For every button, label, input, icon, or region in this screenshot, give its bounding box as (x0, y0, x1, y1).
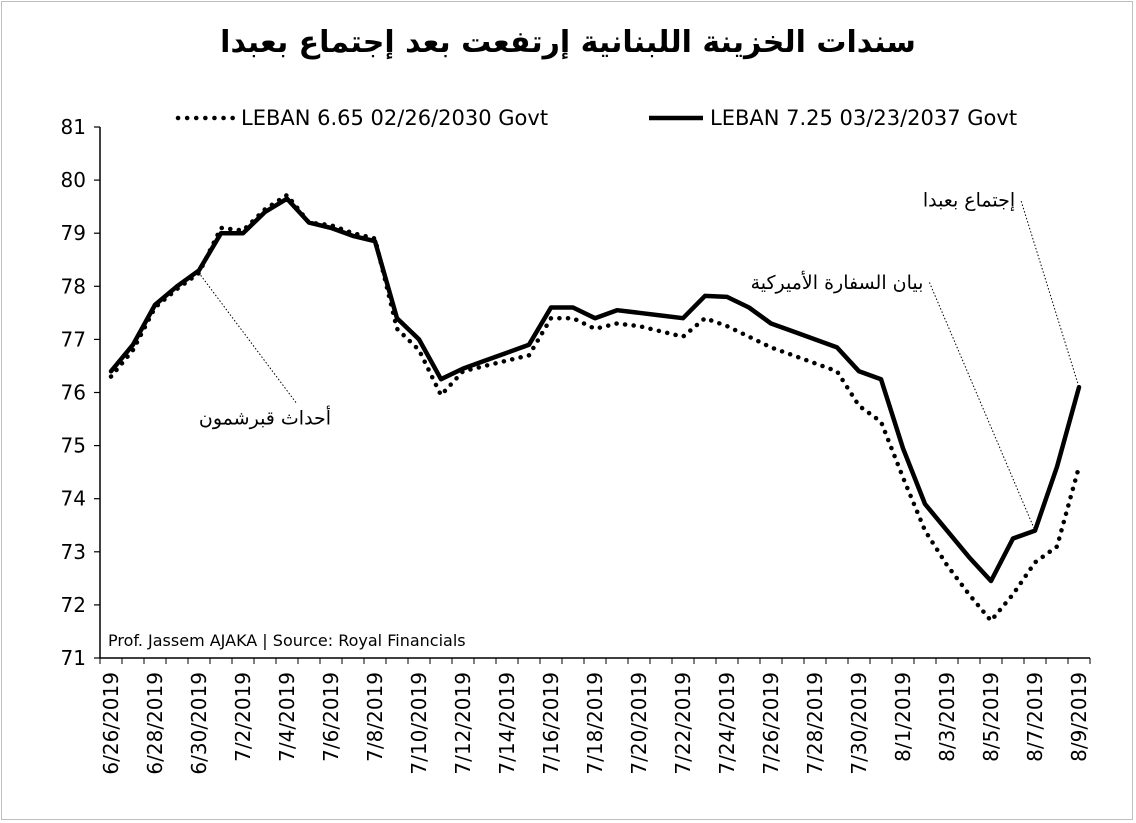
x-axis-ticks: 6/26/2019 6/28/2019 6/30/2019 7/2/2019 7/4/2… (99, 658, 1091, 775)
x-tick-label: 7/30/2019 (847, 672, 871, 775)
y-tick-label: 80 (61, 168, 86, 192)
x-tick-label: 7/28/2019 (803, 672, 827, 775)
annotation-leader-3 (1020, 201, 1080, 388)
annotation-leader-1 (198, 272, 299, 406)
x-tick-label: 8/9/2019 (1067, 672, 1091, 762)
y-tick-label: 81 (61, 115, 86, 139)
x-tick-label: 7/14/2019 (495, 672, 519, 775)
chart-title: سندات الخزينة اللبنانية إرتفعت بعد إجتما… (220, 25, 916, 60)
annotation-labels: أحداث قبرشمون بيان السفارة الأميركية إجتما… (194, 187, 1020, 432)
y-tick-label: 71 (61, 646, 86, 670)
y-tick-label: 79 (61, 221, 86, 245)
x-tick-label: 6/26/2019 (99, 672, 123, 775)
annotation-label-3: إجتماع بعبدا (923, 190, 1015, 213)
x-tick-label: 8/1/2019 (891, 672, 915, 762)
x-tick-label: 7/20/2019 (627, 672, 651, 775)
y-tick-label: 73 (61, 540, 86, 564)
annotation-label-1: أحداث قبرشمون (199, 405, 331, 429)
y-tick-label: 72 (61, 593, 86, 617)
x-tick-label: 7/8/2019 (363, 672, 387, 762)
x-tick-label: 8/7/2019 (1023, 672, 1047, 762)
x-tick-label: 7/18/2019 (583, 672, 607, 775)
x-tick-label: 6/30/2019 (187, 672, 211, 775)
annotation-label-bg (918, 187, 1020, 215)
annotation-leaders (198, 201, 1080, 531)
x-tick-label: 8/5/2019 (979, 672, 1003, 762)
x-tick-label: 7/2/2019 (231, 672, 255, 762)
x-tick-label: 7/24/2019 (715, 672, 739, 775)
x-tick-label: 7/4/2019 (275, 672, 299, 762)
series-line-2 (108, 196, 1082, 584)
x-tick-label: 8/3/2019 (935, 672, 959, 762)
y-tick-label: 78 (61, 274, 86, 298)
annotation-label-bg (746, 268, 928, 296)
y-tick-label: 77 (61, 327, 86, 351)
legend-label-series-2: LEBAN 7.25 03/23/2037 Govt (710, 106, 1017, 130)
annotation-leader-2 (928, 282, 1036, 531)
legend: LEBAN 6.65 02/26/2030 Govt LEBAN 7.25 03… (175, 106, 1017, 130)
x-tick-label: 7/10/2019 (407, 672, 431, 775)
source-note: Prof. Jassem AJAKA | Source: Royal Finan… (108, 631, 466, 650)
y-tick-label: 74 (61, 487, 86, 511)
x-tick-label: 7/12/2019 (451, 672, 475, 775)
y-tick-label: 76 (61, 381, 86, 405)
x-tick-label: 7/6/2019 (319, 672, 343, 762)
legend-label-series-1: LEBAN 6.65 02/26/2030 Govt (241, 106, 548, 130)
series-lines (108, 192, 1082, 624)
annotation-label-2: بيان السفارة الأميركية (751, 271, 924, 294)
y-tick-label: 75 (61, 434, 86, 458)
x-tick-label: 6/28/2019 (143, 672, 167, 775)
y-axis-ticks: 71 72 73 74 75 76 77 78 79 80 81 (61, 115, 100, 670)
series-line-1 (108, 192, 1082, 624)
x-tick-label: 7/16/2019 (539, 672, 563, 775)
x-tick-label: 7/26/2019 (759, 672, 783, 775)
x-tick-label: 7/22/2019 (671, 672, 695, 775)
annotation-label-bg (194, 403, 336, 432)
